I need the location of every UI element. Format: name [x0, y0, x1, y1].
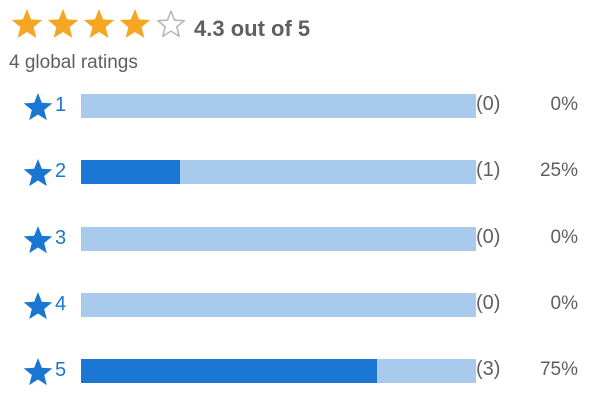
rating-bar[interactable]	[81, 227, 476, 251]
rating-count: (1)	[476, 159, 501, 181]
star-level-label[interactable]: 4	[55, 293, 67, 315]
star-icon	[154, 7, 188, 41]
rating-percent: 25%	[539, 160, 578, 181]
rating-row-4[interactable]: 4 (0) 0%	[22, 291, 592, 321]
star-level-label[interactable]: 5	[55, 359, 67, 381]
star-icon	[22, 357, 54, 387]
rating-percent: 0%	[550, 94, 578, 115]
star-icon	[22, 225, 54, 255]
average-rating-text: 4.3 out of 5	[194, 16, 311, 41]
star-icon	[82, 7, 116, 41]
global-ratings-count: 4 global ratings	[9, 52, 138, 73]
star-icon	[22, 158, 54, 188]
star-icon	[118, 7, 152, 41]
rating-bar[interactable]	[81, 160, 476, 184]
star-level-label[interactable]: 2	[55, 160, 67, 182]
rating-count: (3)	[476, 358, 501, 380]
rating-row-5[interactable]: 5 (3) 75%	[22, 357, 592, 387]
rating-bar[interactable]	[81, 94, 476, 118]
rating-count: (0)	[476, 93, 501, 115]
star-icon	[10, 7, 44, 41]
rating-row-1[interactable]: 1 (0) 0%	[22, 92, 592, 122]
rating-row-2[interactable]: 2 (1) 25%	[22, 158, 592, 188]
rating-summary: 4.3 out of 5	[10, 4, 310, 44]
star-rating	[10, 7, 190, 41]
rating-percent: 0%	[550, 293, 578, 314]
rating-row-3[interactable]: 3 (0) 0%	[22, 225, 592, 255]
rating-bar-fill	[81, 359, 378, 383]
rating-percent: 0%	[550, 227, 578, 248]
rating-bar[interactable]	[81, 293, 476, 317]
rating-count: (0)	[476, 292, 501, 314]
star-icon	[46, 7, 80, 41]
star-level-label[interactable]: 1	[55, 94, 67, 116]
rating-count: (0)	[476, 226, 501, 248]
star-icon	[22, 92, 54, 122]
rating-bar[interactable]	[81, 359, 476, 383]
star-icon	[22, 291, 54, 321]
rating-bar-fill	[81, 160, 180, 184]
rating-percent: 75%	[539, 359, 578, 380]
star-level-label[interactable]: 3	[55, 227, 67, 249]
